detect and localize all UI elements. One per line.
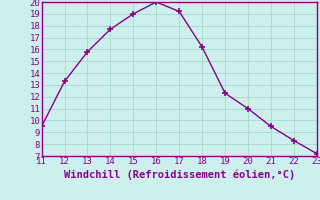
X-axis label: Windchill (Refroidissement éolien,°C): Windchill (Refroidissement éolien,°C) [64,169,295,180]
